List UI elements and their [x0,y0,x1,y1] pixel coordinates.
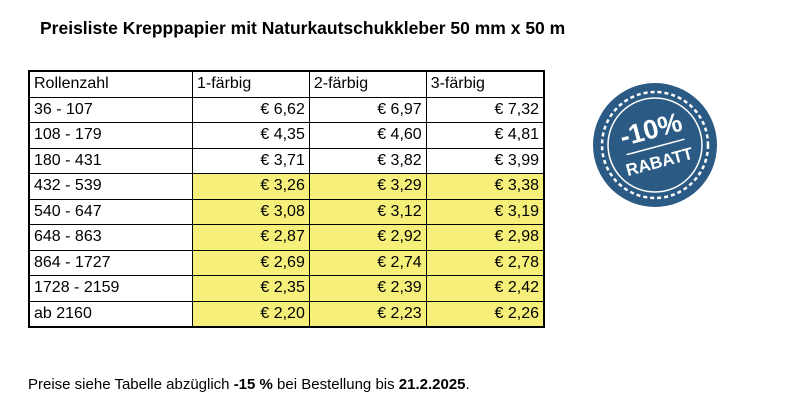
price-table: Rollenzahl 1-färbig 2-färbig 3-färbig 36 - … [28,70,545,328]
footnote-part: . [465,376,470,393]
quantity-cell: 36 - 107 [28,96,193,123]
table-row: 36 - 107 € 6,62 € 6,97 € 7,32 [28,96,545,123]
quantity-cell: 432 - 539 [28,173,193,200]
quantity-cell: 540 - 647 [28,198,193,225]
price-cell: € 7,32 [425,96,545,123]
column-header: 1-färbig [192,70,310,98]
price-cell: € 3,26 [192,173,310,200]
footnote-part: Preise siehe Tabelle abzüglich [28,376,234,393]
price-cell: € 3,12 [308,198,427,225]
column-header: Rollenzahl [28,70,193,98]
table-row: 1728 - 2159 € 2,35 € 2,39 € 2,42 [28,275,545,302]
quantity-cell: 648 - 863 [28,224,193,251]
price-cell: € 2,42 [425,275,545,302]
price-cell: € 2,26 [425,300,545,328]
price-cell: € 4,60 [308,122,427,149]
quantity-cell: 108 - 179 [28,122,193,149]
quantity-cell: 1728 - 2159 [28,275,193,302]
discount-badge: -10% RABATT [593,83,717,207]
column-header: 3-färbig [425,70,545,98]
price-cell: € 4,81 [425,122,545,149]
price-cell: € 2,87 [192,224,310,251]
price-cell: € 3,71 [192,147,310,174]
footnote-part: -15 % [233,376,273,393]
column-header: 2-färbig [308,70,427,98]
price-cell: € 3,99 [425,147,545,174]
price-cell: € 6,97 [308,96,427,123]
price-cell: € 3,38 [425,173,545,200]
price-cell: € 2,69 [192,249,310,276]
price-cell: € 3,82 [308,147,427,174]
price-cell: € 2,98 [425,224,545,251]
footnote: Preise siehe Tabelle abzüglich -15 % bei… [28,376,470,393]
price-cell: € 3,29 [308,173,427,200]
table-row: 180 - 431 € 3,71 € 3,82 € 3,99 [28,147,545,174]
header-row: Rollenzahl 1-färbig 2-färbig 3-färbig [28,70,545,98]
table-row: ab 2160 € 2,20 € 2,23 € 2,26 [28,300,545,328]
table-row: 432 - 539 € 3,26 € 3,29 € 3,38 [28,173,545,200]
footnote-part: 21.2.2025 [398,376,466,393]
table-row: 648 - 863 € 2,87 € 2,92 € 2,98 [28,224,545,251]
badge-divider [626,138,685,156]
price-cell: € 2,92 [308,224,427,251]
price-cell: € 6,62 [192,96,310,123]
title: Preisliste Krepppapier mit Naturkautschu… [40,18,566,38]
price-cell: € 3,08 [192,198,310,225]
footnote-part: bei Bestellung bis [272,376,399,393]
badge-ring [600,90,710,200]
badge-inner-ring [607,97,703,193]
table-row: 540 - 647 € 3,08 € 3,12 € 3,19 [28,198,545,225]
price-cell: € 3,19 [425,198,545,225]
price-cell: € 4,35 [192,122,310,149]
price-cell: € 2,35 [192,275,310,302]
table-row: 108 - 179 € 4,35 € 4,60 € 4,81 [28,122,545,149]
price-cell: € 2,74 [308,249,427,276]
quantity-cell: 864 - 1727 [28,249,193,276]
price-cell: € 2,20 [192,300,310,328]
price-cell: € 2,23 [308,300,427,328]
badge-circle [593,83,717,207]
quantity-cell: ab 2160 [28,300,193,328]
table-row: 864 - 1727 € 2,69 € 2,74 € 2,78 [28,249,545,276]
price-cell: € 2,78 [425,249,545,276]
quantity-cell: 180 - 431 [28,147,193,174]
price-cell: € 2,39 [308,275,427,302]
